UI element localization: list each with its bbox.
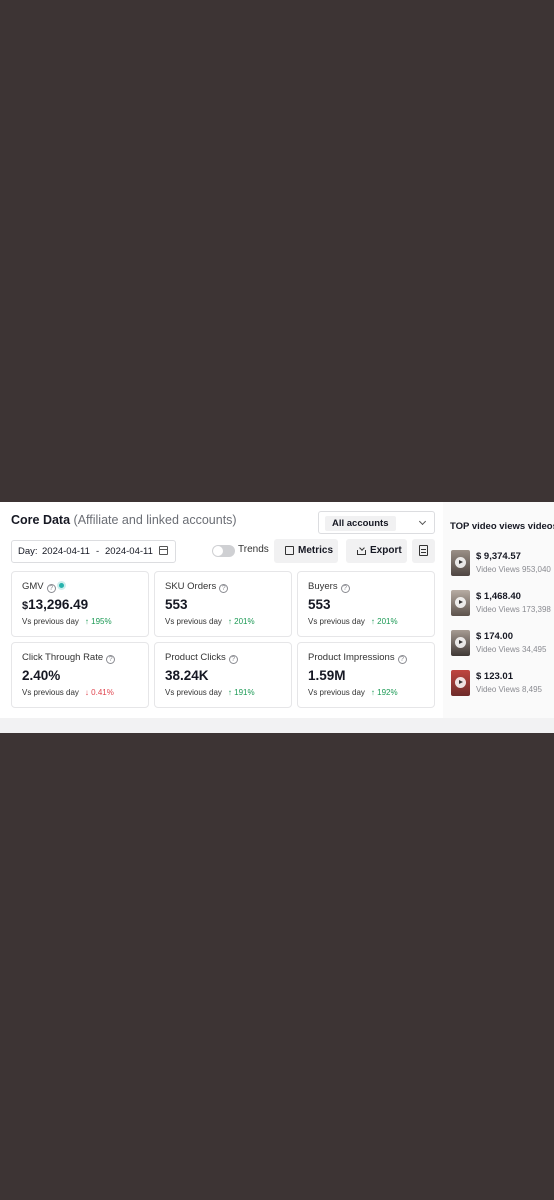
- compare-label: Vs previous day: [165, 688, 222, 697]
- compare-label: Vs previous day: [308, 688, 365, 697]
- video-thumbnail: [451, 630, 470, 656]
- change-value: ↑ 201%: [227, 617, 255, 626]
- date-start: 2024-04-11: [42, 546, 90, 557]
- calendar-icon: [159, 546, 168, 555]
- page-title: Core Data (Affiliate and linked accounts…: [11, 513, 237, 527]
- top-video-item[interactable]: $ 1,468.40 Video Views 173,398: [451, 590, 554, 620]
- video-amount: $ 9,374.57: [476, 551, 521, 562]
- metric-label-row: Product Impressions?: [308, 652, 407, 664]
- video-thumbnail: [451, 590, 470, 616]
- metric-label: GMV: [22, 581, 44, 592]
- video-views: Video Views 34,495: [476, 645, 547, 654]
- date-end: 2024-04-11: [105, 546, 153, 557]
- video-thumbnail: [451, 550, 470, 576]
- play-icon: [455, 557, 466, 568]
- trends-toggle[interactable]: [212, 545, 235, 557]
- compare-label: Vs previous day: [22, 617, 79, 626]
- core-data-main: Core Data (Affiliate and linked accounts…: [0, 502, 443, 718]
- compare-label: Vs previous day: [165, 617, 222, 626]
- change-value: ↑ 192%: [370, 688, 398, 697]
- title-subtitle: (Affiliate and linked accounts): [73, 513, 237, 527]
- change-value: ↑ 195%: [84, 617, 112, 626]
- compare-label: Vs previous day: [22, 688, 79, 697]
- download-icon: [357, 546, 366, 555]
- play-icon: [455, 597, 466, 608]
- date-label: Day:: [18, 546, 38, 557]
- video-views: Video Views 8,495: [476, 685, 542, 694]
- play-icon: [455, 677, 466, 688]
- selected-indicator-icon: [56, 581, 66, 590]
- document-icon: [419, 545, 428, 556]
- metric-value: $13,296.49: [22, 597, 88, 612]
- chevron-down-icon: [418, 517, 427, 526]
- metric-label: SKU Orders: [165, 581, 217, 592]
- video-views: Video Views 953,040: [476, 565, 551, 574]
- account-select-value: All accounts: [325, 516, 396, 531]
- metric-compare: Vs previous day ↑ 201%: [308, 617, 398, 626]
- metric-value: 1.59M: [308, 668, 346, 683]
- metric-compare: Vs previous day ↑ 192%: [308, 688, 398, 697]
- export-button[interactable]: Export: [346, 539, 407, 563]
- video-views: Video Views 173,398: [476, 605, 551, 614]
- metric-label: Click Through Rate: [22, 652, 104, 663]
- video-amount: $ 174.00: [476, 631, 513, 642]
- metric-label-row: Product Clicks?: [165, 652, 238, 664]
- top-video-item[interactable]: $ 9,374.57 Video Views 953,040: [451, 550, 554, 580]
- help-icon[interactable]: ?: [340, 584, 350, 593]
- metric-label: Buyers: [308, 581, 338, 592]
- export-button-label: Export: [370, 545, 402, 556]
- metric-compare: Vs previous day ↑ 201%: [165, 617, 255, 626]
- metric-label: Product Impressions: [308, 652, 395, 663]
- video-amount: $ 1,468.40: [476, 591, 521, 602]
- metric-card-gmv[interactable]: GMV? $13,296.49 Vs previous day ↑ 195%: [11, 571, 149, 637]
- change-value: ↑ 201%: [370, 617, 398, 626]
- help-icon[interactable]: ?: [397, 655, 407, 664]
- compare-label: Vs previous day: [308, 617, 365, 626]
- metric-card-buyers[interactable]: Buyers? 553 Vs previous day ↑ 201%: [297, 571, 435, 637]
- metric-value: 2.40%: [22, 668, 61, 683]
- top-videos-title: TOP video views videos: [450, 521, 554, 532]
- account-select[interactable]: All accounts: [318, 511, 435, 534]
- metric-label-row: GMV?: [22, 581, 66, 593]
- metric-compare: Vs previous day ↓ 0.41%: [22, 688, 114, 697]
- metric-label: Product Clicks: [165, 652, 226, 663]
- top-videos-panel: TOP video views videos $ 9,374.57 Video …: [443, 502, 554, 718]
- help-icon[interactable]: ?: [219, 584, 229, 593]
- edit-icon: [285, 546, 294, 555]
- video-amount: $ 123.01: [476, 671, 513, 682]
- change-value: ↓ 0.41%: [84, 688, 114, 697]
- help-icon[interactable]: ?: [106, 655, 116, 664]
- change-value: ↑ 191%: [227, 688, 255, 697]
- metric-label-row: Click Through Rate?: [22, 652, 116, 664]
- top-video-item[interactable]: $ 174.00 Video Views 34,495: [451, 630, 554, 660]
- metric-label-row: SKU Orders?: [165, 581, 229, 593]
- core-data-panel: Core Data (Affiliate and linked accounts…: [0, 502, 554, 733]
- trends-label: Trends: [238, 544, 269, 555]
- metric-value: 553: [308, 597, 331, 612]
- metric-value: 38.24K: [165, 668, 209, 683]
- help-icon[interactable]: ?: [228, 655, 238, 664]
- top-video-item[interactable]: $ 123.01 Video Views 8,495: [451, 670, 554, 700]
- date-separator: -: [96, 546, 100, 557]
- metric-compare: Vs previous day ↑ 195%: [22, 617, 112, 626]
- help-icon[interactable]: ?: [46, 584, 56, 593]
- title-text: Core Data: [11, 513, 71, 527]
- metric-currency: $: [22, 600, 29, 612]
- panel-footer: [0, 718, 554, 733]
- metric-card-ctr[interactable]: Click Through Rate? 2.40% Vs previous da…: [11, 642, 149, 708]
- metrics-button-label: Metrics: [298, 545, 334, 556]
- report-button[interactable]: [412, 539, 435, 563]
- metric-card-sku-orders[interactable]: SKU Orders? 553 Vs previous day ↑ 201%: [154, 571, 292, 637]
- metrics-button[interactable]: Metrics: [274, 539, 338, 563]
- metric-value: 553: [165, 597, 188, 612]
- play-icon: [455, 637, 466, 648]
- metric-value-text: 13,296.49: [28, 597, 89, 612]
- video-thumbnail: [451, 670, 470, 696]
- metric-card-product-impressions[interactable]: Product Impressions? 1.59M Vs previous d…: [297, 642, 435, 708]
- date-picker[interactable]: Day: 2024-04-11 - 2024-04-11: [11, 540, 176, 563]
- metric-label-row: Buyers?: [308, 581, 350, 593]
- metric-compare: Vs previous day ↑ 191%: [165, 688, 255, 697]
- metric-card-product-clicks[interactable]: Product Clicks? 38.24K Vs previous day ↑ …: [154, 642, 292, 708]
